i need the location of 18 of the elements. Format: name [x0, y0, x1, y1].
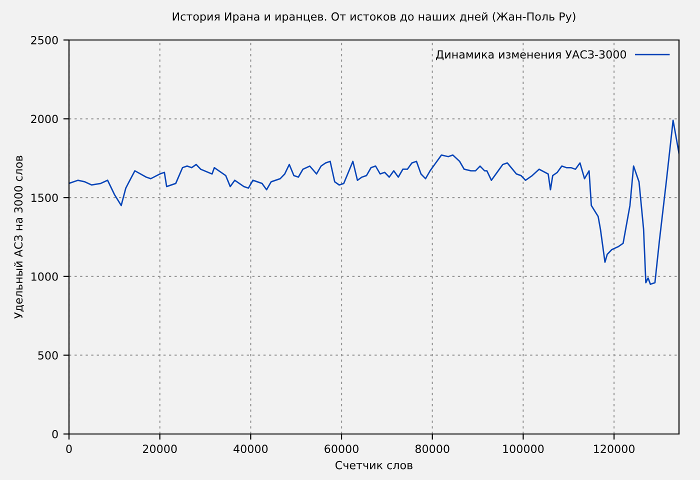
x-tick-label: 40000	[234, 444, 268, 454]
x-axis-title: Счетчик слов	[336, 460, 412, 470]
chart-title: История Ирана и иранцев. От истоков до наших дней (Жан-Поль Ру)	[172, 12, 576, 23]
y-tick-label: 2500	[31, 36, 58, 44]
x-tick-label: 100000	[503, 444, 544, 454]
y-tick-label: 0	[52, 430, 58, 438]
y-axis-title: Удельный АСЗ на 3000 слов	[14, 156, 24, 319]
legend-label: Динамика изменения УАСЗ-3000	[436, 50, 626, 60]
x-tick-label: 60000	[324, 444, 358, 454]
y-tick-label: 1000	[32, 272, 58, 281]
y-tick-label: 1500	[32, 194, 58, 202]
x-tick-label: 20000	[142, 444, 177, 454]
line-series	[69, 120, 679, 285]
x-tick-label: 0	[66, 444, 72, 454]
y-tick-label: 2000	[31, 114, 58, 124]
y-tick-label: 500	[38, 351, 58, 360]
x-tick-label: 80000	[415, 444, 450, 454]
x-tick-label: 120000	[594, 444, 635, 454]
